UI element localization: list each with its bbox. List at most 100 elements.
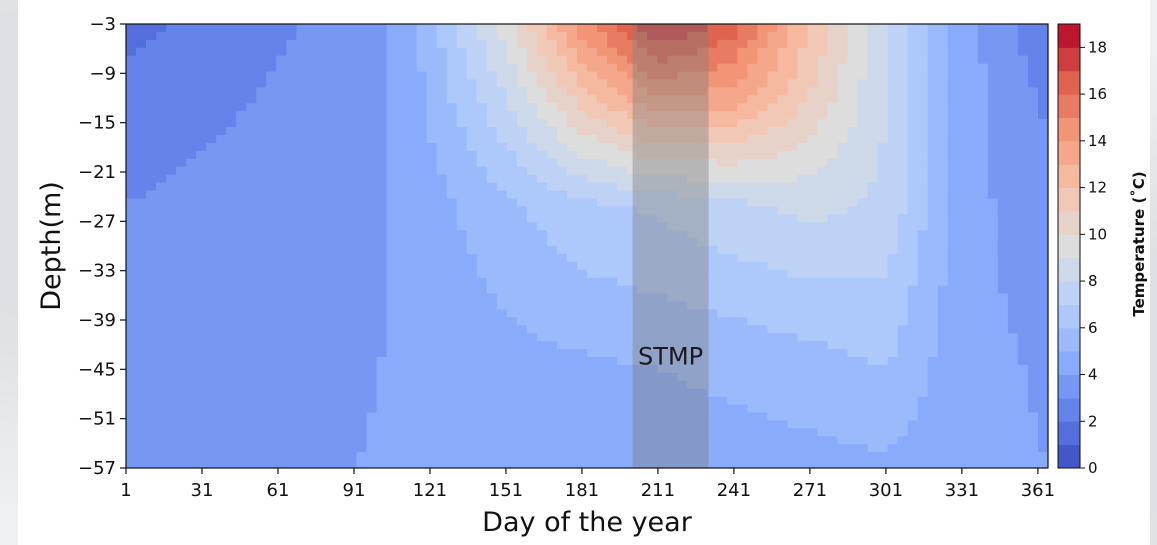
heatmap-cell: [506, 190, 518, 200]
heatmap-cell: [466, 364, 478, 374]
heatmap-cell: [366, 39, 378, 49]
heatmap-cell: [647, 166, 658, 176]
heatmap-cell: [627, 428, 638, 437]
heatmap-cell: [496, 158, 508, 168]
heatmap-cell: [176, 293, 187, 303]
heatmap-cell: [526, 95, 538, 104]
heatmap-cell: [617, 87, 628, 96]
heatmap-cell: [196, 460, 207, 468]
heatmap-cell: [857, 71, 869, 81]
heatmap-cell: [707, 388, 718, 398]
heatmap-cell: [607, 119, 618, 128]
heatmap-cell: [987, 444, 999, 453]
heatmap-cell: [747, 55, 758, 65]
heatmap-cell: [747, 238, 758, 247]
heatmap-cell: [256, 246, 267, 255]
heatmap-cell: [336, 55, 348, 65]
heatmap-cell: [717, 238, 728, 247]
heatmap-cell: [276, 293, 287, 303]
heatmap-cell: [416, 198, 428, 207]
heatmap-cell: [286, 301, 297, 311]
heatmap-cell: [366, 79, 378, 89]
heatmap-cell: [737, 214, 748, 223]
heatmap-cell: [647, 357, 658, 366]
heatmap-cell: [907, 285, 919, 295]
heatmap-cell: [767, 222, 779, 231]
heatmap-cell: [576, 372, 588, 382]
heatmap-cell: [877, 135, 889, 144]
heatmap-cell: [526, 404, 538, 414]
heatmap-cell: [807, 190, 819, 200]
heatmap-cell: [356, 111, 368, 120]
heatmap-cell: [246, 357, 257, 366]
heatmap-cell: [206, 333, 217, 342]
heatmap-cell: [807, 31, 819, 41]
heatmap-cell: [276, 214, 287, 223]
heatmap-cell: [346, 349, 358, 358]
heatmap-cell: [366, 309, 378, 318]
heatmap-cell: [897, 119, 909, 128]
heatmap-cell: [597, 127, 608, 136]
heatmap-cell: [166, 127, 177, 136]
heatmap-cell: [476, 31, 488, 41]
heatmap-cell: [647, 253, 658, 263]
heatmap-cell: [797, 142, 809, 152]
heatmap-cell: [306, 357, 318, 366]
heatmap-cell: [546, 372, 558, 382]
heatmap-cell: [216, 444, 227, 453]
heatmap-cell: [196, 349, 207, 358]
heatmap-cell: [697, 357, 708, 366]
heatmap-cell: [166, 230, 177, 239]
heatmap-cell: [466, 150, 478, 160]
heatmap-cell: [306, 428, 318, 437]
heatmap-cell: [767, 182, 779, 192]
heatmap-cell: [176, 238, 187, 247]
heatmap-cell: [997, 222, 1009, 231]
heatmap-cell: [426, 452, 438, 461]
heatmap-cell: [677, 269, 688, 279]
heatmap-cell: [426, 364, 438, 374]
heatmap-cell: [957, 55, 969, 65]
heatmap-cell: [677, 182, 688, 192]
heatmap-cell: [947, 214, 959, 223]
heatmap-cell: [506, 428, 518, 437]
heatmap-cell: [126, 63, 137, 73]
heatmap-cell: [256, 103, 267, 112]
heatmap-cell: [967, 79, 979, 89]
heatmap-cell: [827, 31, 839, 41]
heatmap-cell: [406, 436, 418, 445]
heatmap-cell: [156, 412, 167, 422]
heatmap-cell: [176, 277, 187, 287]
heatmap-cell: [526, 301, 538, 311]
heatmap-cell: [516, 150, 528, 160]
heatmap-cell: [236, 388, 247, 398]
heatmap-cell: [266, 436, 277, 445]
heatmap-cell: [677, 420, 688, 429]
heatmap-cell: [546, 135, 558, 144]
heatmap-cell: [256, 142, 267, 152]
heatmap-cell: [767, 372, 779, 382]
heatmap-cell: [206, 150, 217, 160]
heatmap-cell: [576, 388, 588, 398]
heatmap-cell: [777, 309, 789, 318]
heatmap-cell: [346, 372, 358, 382]
heatmap-cell: [506, 444, 518, 453]
heatmap-cell: [366, 261, 378, 271]
heatmap-cell: [887, 206, 899, 215]
heatmap-cell: [556, 325, 568, 334]
heatmap-cell: [697, 333, 708, 342]
heatmap-cell: [717, 87, 728, 96]
heatmap-cell: [697, 325, 708, 334]
heatmap-cell: [917, 293, 929, 303]
heatmap-cell: [617, 309, 628, 318]
heatmap-cell: [807, 230, 819, 239]
heatmap-cell: [506, 388, 518, 398]
heatmap-cell: [877, 277, 889, 287]
heatmap-cell: [907, 261, 919, 271]
heatmap-cell: [607, 253, 618, 263]
heatmap-cell: [857, 39, 869, 49]
heatmap-cell: [917, 24, 929, 33]
heatmap-cell: [166, 47, 177, 57]
heatmap-cell: [136, 293, 147, 303]
heatmap-cell: [817, 380, 829, 390]
